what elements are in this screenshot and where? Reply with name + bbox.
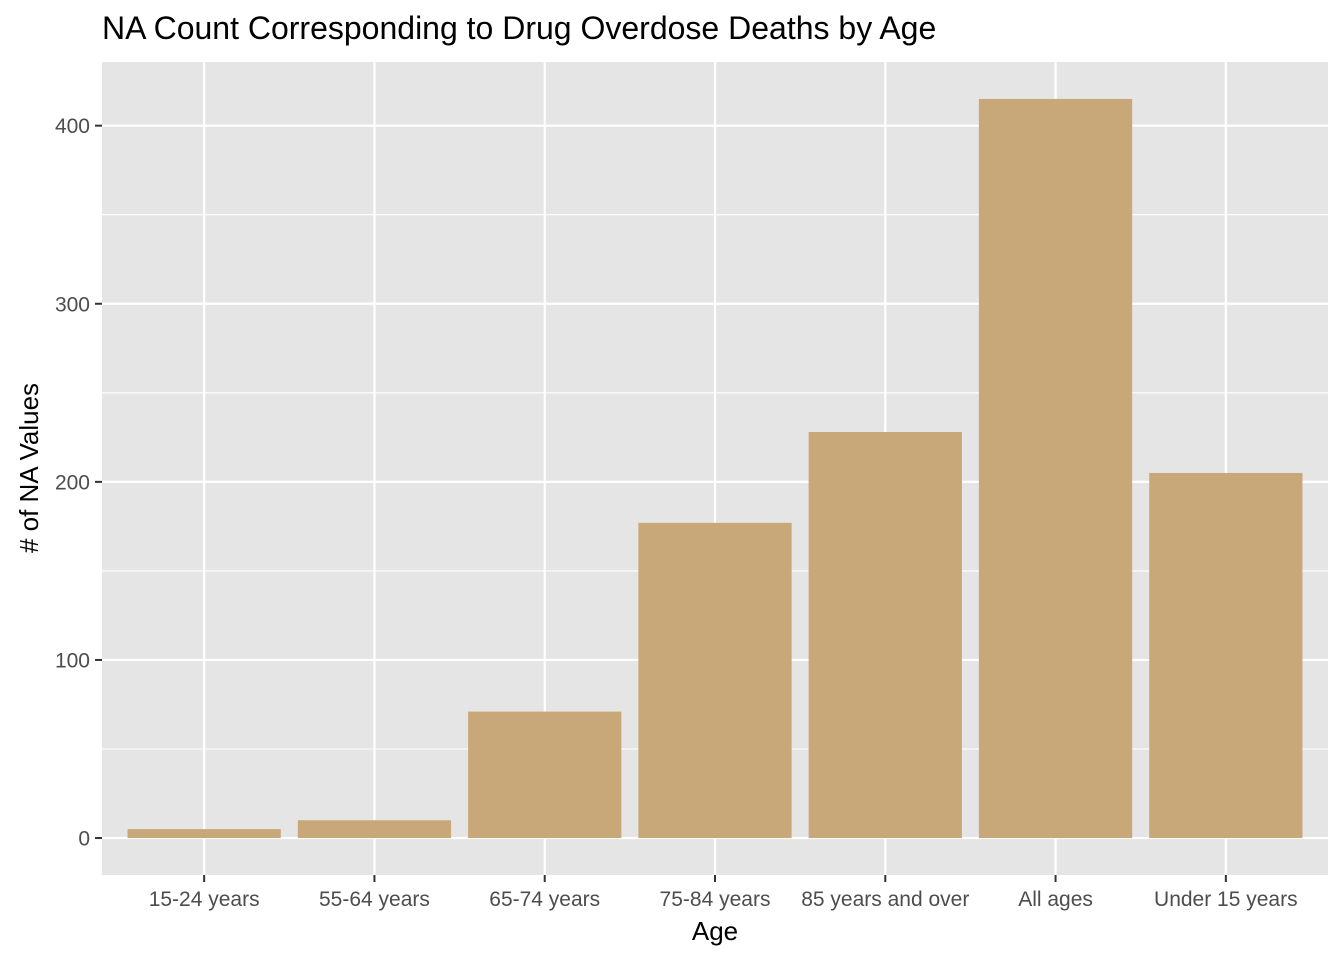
x-axis: 15-24 years 55-64 years 65-74 years 75-84 y…	[149, 875, 1298, 911]
bar	[808, 431, 962, 839]
bars	[127, 98, 1303, 839]
y-tick-label: 200	[55, 471, 90, 494]
chart-title: NA Count Corresponding to Drug Overdose …	[102, 10, 936, 46]
x-axis-title: Age	[692, 916, 738, 946]
x-tick-label: 85 years and over	[801, 888, 969, 911]
y-tick-label: 100	[55, 649, 90, 672]
x-tick-label: 15-24 years	[149, 888, 260, 911]
bar	[127, 829, 281, 839]
x-tick-label: Under 15 years	[1154, 888, 1298, 911]
bar	[297, 820, 452, 839]
bar	[1149, 472, 1303, 839]
bar	[638, 522, 792, 839]
bar	[468, 711, 622, 839]
y-tick-label: 400	[55, 115, 90, 138]
x-tick-label: 65-74 years	[489, 888, 600, 911]
y-tick-label: 0	[78, 828, 90, 851]
x-tick-label: 75-84 years	[660, 888, 771, 911]
y-tick-label: 300	[55, 293, 90, 316]
y-axis: 0 100 200 300 400	[55, 115, 102, 851]
bar	[978, 98, 1133, 839]
x-tick-label: All ages	[1018, 888, 1093, 911]
y-axis-title: # of NA Values	[14, 383, 44, 553]
x-tick-label: 55-64 years	[319, 888, 430, 911]
